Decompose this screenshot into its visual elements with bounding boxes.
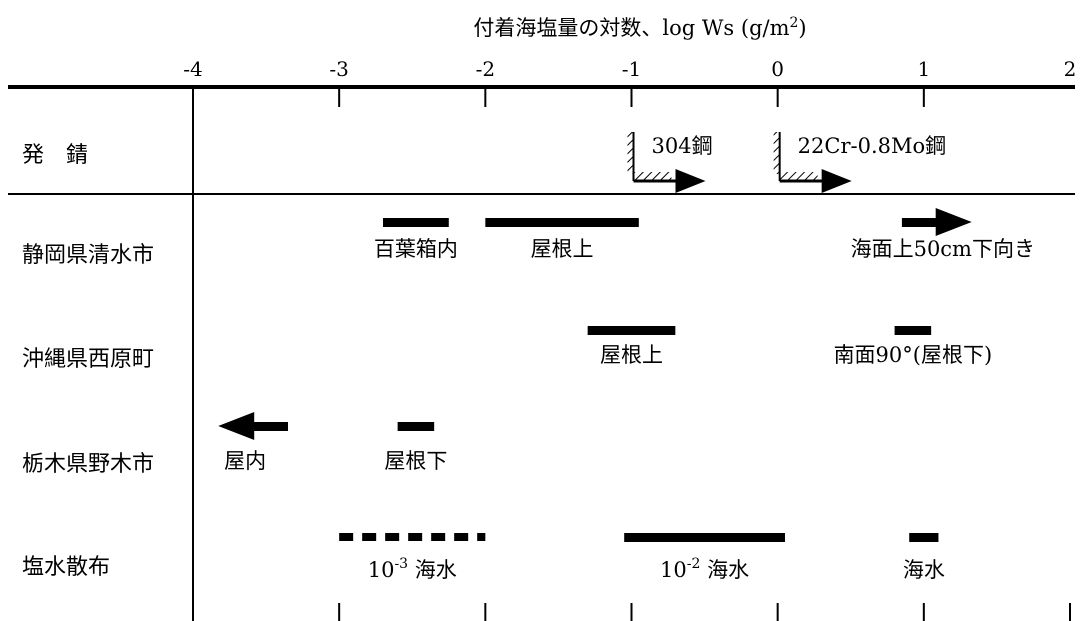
range-label: 10-2 海水 (660, 556, 749, 582)
row-label: 栃木県野木市 (22, 452, 154, 477)
range-label: 屋根上 (600, 343, 663, 367)
range-bar (894, 326, 932, 335)
range-bar (624, 533, 785, 542)
chart-row: 塩水散布 10-3 海水 10-2 海水 海水 (22, 533, 945, 582)
range-bar (397, 422, 435, 431)
chart-title-close: ) (798, 16, 806, 40)
chart-row: 発 錆 304鋼 22Cr-0.8Mo鋼 (22, 132, 946, 193)
plot-frame (8, 85, 1075, 621)
x-tick-label: -4 (183, 57, 202, 81)
x-axis: -4 -3 -2 -1 0 1 2 (183, 57, 1076, 621)
chart-title-main: 付着海塩量の対数、log Ws (g/m (473, 16, 789, 40)
threshold-arrow-head (675, 169, 706, 193)
arrow-shaft (901, 218, 940, 227)
chart-row: 沖縄県西原町 屋根上 南面90°(屋根下) (22, 326, 992, 372)
arrow-head-right (935, 208, 972, 236)
threshold-label: 22Cr-0.8Mo鋼 (798, 134, 946, 158)
range-bar (909, 533, 939, 542)
x-tick-label: -3 (329, 57, 348, 81)
arrow-label: 屋内 (224, 449, 266, 473)
chart-row: 栃木県野木市 屋内 屋根下 (22, 412, 447, 477)
row-label: 沖縄県西原町 (22, 347, 154, 372)
range-label: 百葉箱内 (374, 237, 458, 261)
x-tick-label: 2 (1064, 57, 1077, 81)
x-tick-label: -2 (476, 57, 495, 81)
arrow-label: 海面上50cm下向き (851, 237, 1035, 261)
threshold-arrow-head (821, 169, 852, 193)
threshold-hatch-horizontal (779, 172, 818, 180)
chart-title-sup: 2 (790, 15, 799, 31)
arrow-shaft (250, 422, 289, 431)
arrow-head-left (218, 412, 255, 440)
threshold-hatch-vertical (627, 132, 634, 174)
range-label: 屋根上 (531, 237, 594, 261)
range-bar (383, 218, 449, 227)
range-label: 南面90°(屋根下) (834, 343, 993, 367)
chart-title: 付着海塩量の対数、log Ws (g/m2) (473, 15, 806, 40)
x-tick-label: 1 (917, 57, 930, 81)
range-label: 屋根下 (384, 449, 447, 473)
row-label: 発 錆 (22, 143, 88, 168)
x-tick-label: 0 (771, 57, 784, 81)
range-label: 海水 (903, 558, 945, 582)
range-label: 10-3 海水 (368, 556, 457, 582)
threshold-hatch-vertical (773, 132, 780, 174)
row-label: 塩水散布 (22, 555, 110, 580)
threshold-label: 304鋼 (652, 134, 713, 158)
range-bar (587, 326, 676, 335)
range-bar (485, 218, 639, 227)
x-tick-label: -1 (622, 57, 641, 81)
threshold-hatch-horizontal (633, 172, 672, 180)
chart-row: 静岡県清水市 百葉箱内 屋根上 海面上50cm下向き (22, 208, 1035, 268)
row-label: 静岡県清水市 (22, 243, 154, 268)
